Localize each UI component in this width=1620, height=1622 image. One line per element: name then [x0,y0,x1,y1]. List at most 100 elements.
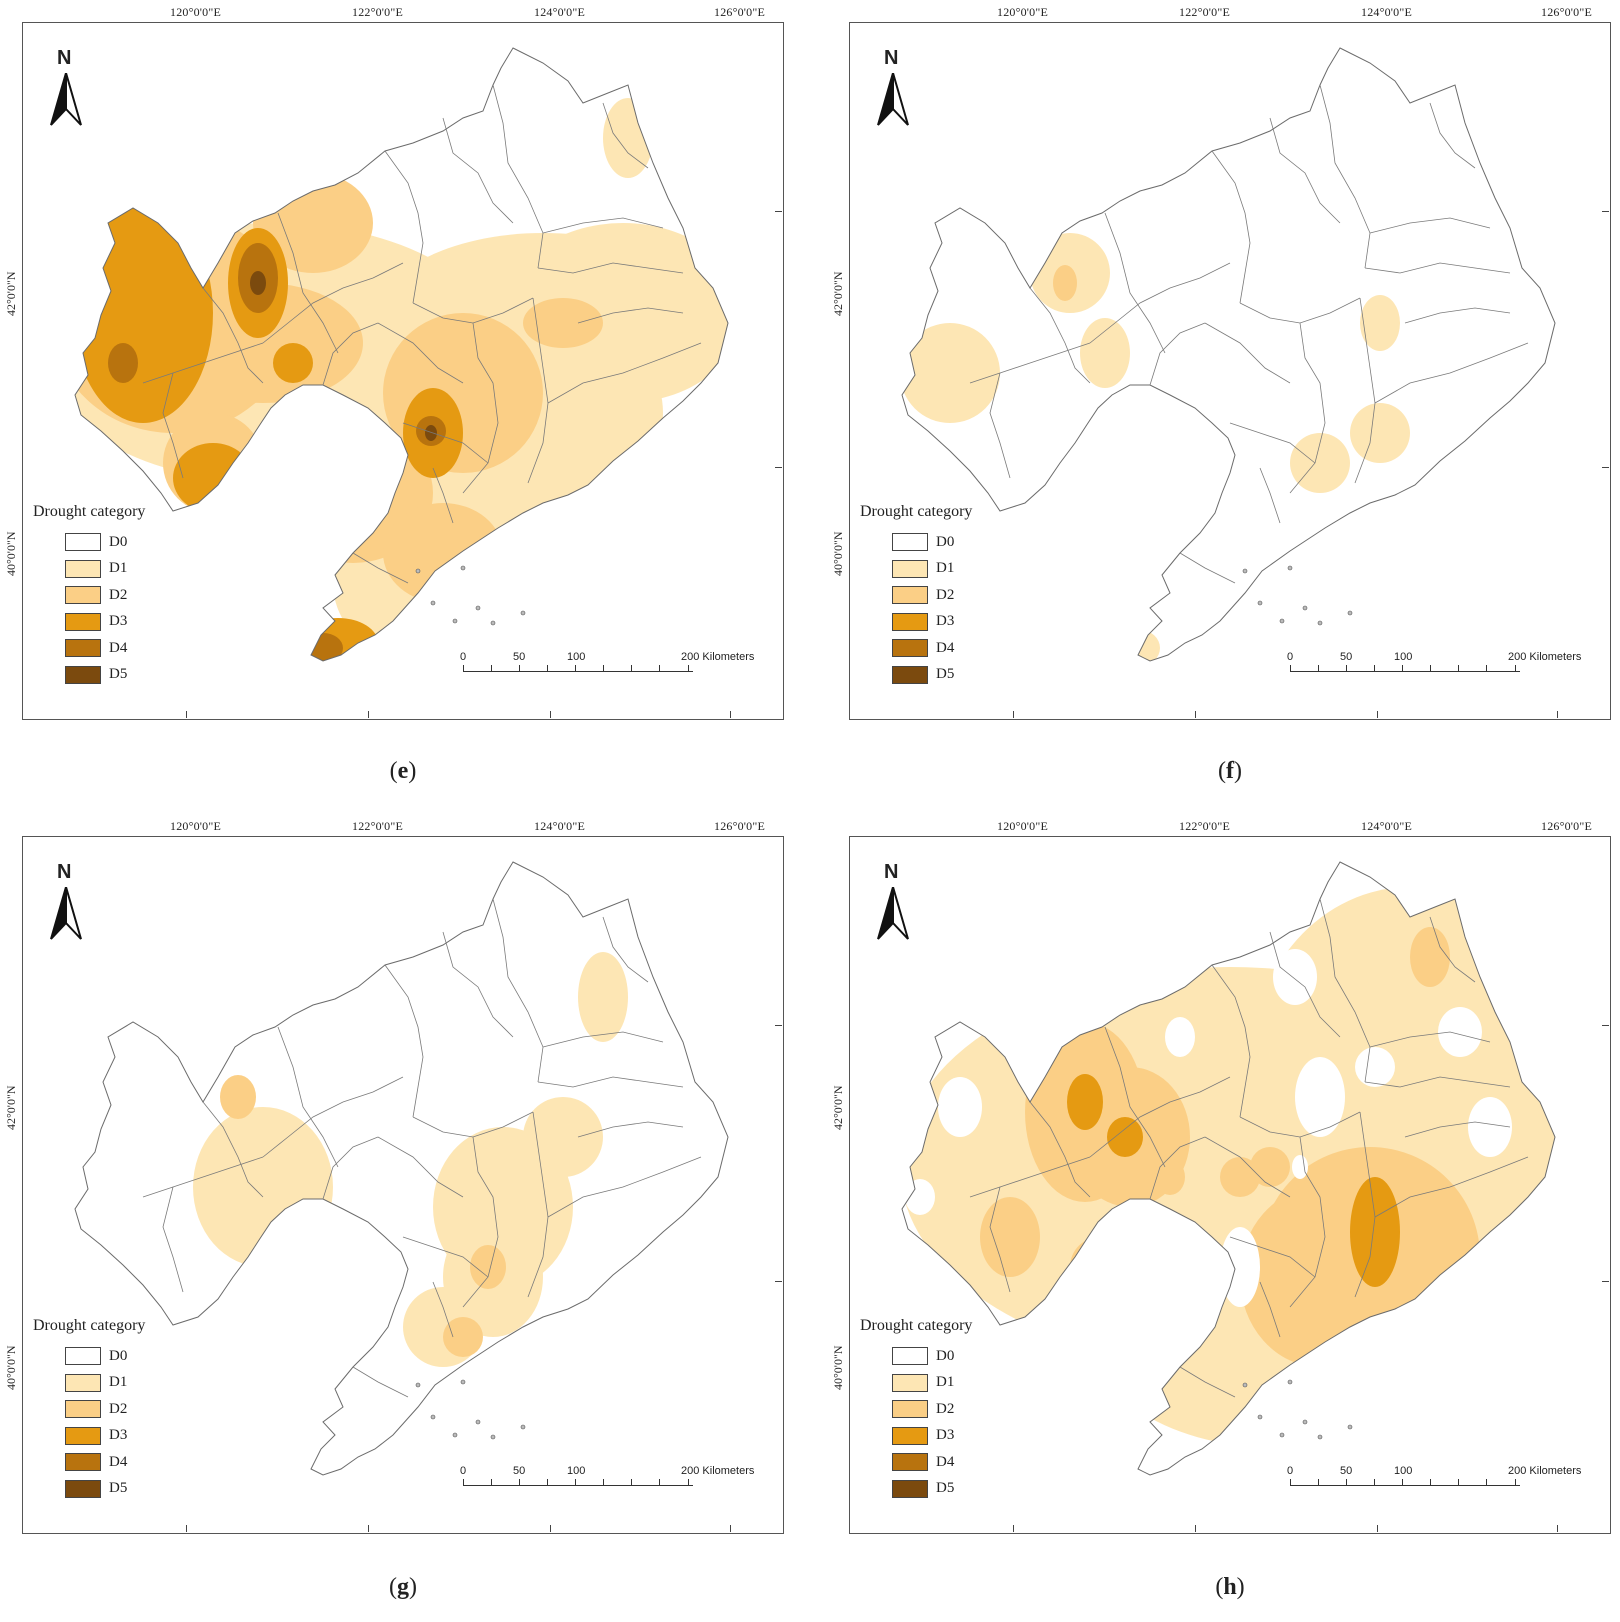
caption-close: ) [1234,758,1242,784]
lon-label-124: 124°0'0"E [534,5,585,19]
scale-tick [603,1479,604,1486]
lon-label-126: 126°0'0"E [714,819,765,833]
legend-item-d5: D5 [860,662,972,689]
drought-map [74,861,729,1476]
frame-tick [368,1525,369,1532]
island [520,610,526,616]
lat-label-40: 40°0'0"N [831,1345,845,1390]
island [1347,1424,1353,1430]
scale-tick [1374,665,1375,672]
panel-caption: (e) [373,758,433,785]
drought-patch-d4 [108,343,138,383]
caption-close: ) [409,1574,417,1600]
province-outline [74,47,729,662]
legend-item-d2: D2 [860,582,972,609]
legend-label: D3 [936,1427,955,1444]
county-boundary [527,297,549,484]
legend-label: D0 [109,1347,128,1364]
scale-label-200: 200 Kilometers [681,651,755,663]
legend-title: Drought category [33,1317,146,1334]
county-boundary [1104,212,1166,354]
map-frame: N Drought category D0 D1 D2 D3 D4 D5 0 50 100… [22,836,784,1534]
county-boundary [1104,1026,1166,1168]
county-boundary [262,1076,404,1158]
drought-patch-d3 [273,343,313,383]
county-boundary [432,467,454,524]
drought-patch-d2 [220,1075,256,1119]
legend-swatch [892,1373,928,1392]
island [430,600,436,606]
panel-caption: (g) [373,1574,433,1601]
drought-patch-d1 [1360,295,1400,351]
legend-swatch [892,1479,928,1498]
legend-swatch [65,1373,101,1392]
legend-swatch [892,665,928,684]
lon-label-120: 120°0'0"E [170,5,221,19]
frame-tick [368,711,369,718]
scale-label-100: 100 [567,1465,586,1477]
legend-item-d1: D1 [860,556,972,583]
lon-label-122: 122°0'0"E [352,819,403,833]
legend-title: Drought category [33,503,146,520]
drought-patch-d2 [443,1317,483,1357]
lon-label-126: 126°0'0"E [1541,819,1592,833]
island [490,620,496,626]
scale-tick [1515,1479,1516,1486]
drought-map [74,47,729,662]
lat-label-42: 42°0'0"N [4,271,18,316]
frame-tick [775,1281,782,1282]
legend-label: D1 [109,560,128,577]
county-boundary [162,1186,184,1293]
scale-tick [519,665,520,672]
legend-swatch [65,612,101,631]
scale-tick [1515,665,1516,672]
scale-tick [491,1479,492,1486]
drought-patch-d1 [902,323,1000,423]
island [1242,1382,1248,1388]
legend-swatch [892,639,928,658]
county-boundary [377,1136,464,1198]
frame-tick [730,711,731,718]
island [415,1382,421,1388]
north-arrow-icon [877,73,909,126]
island [1347,610,1353,616]
frame-tick [1602,1281,1609,1282]
legend-item-d0: D0 [860,529,972,556]
scale-line [1290,1485,1520,1486]
lon-label-124: 124°0'0"E [1361,819,1412,833]
island [1242,568,1248,574]
drought-patch-d2 [470,1245,506,1289]
scale-bar: 0 50 100 200 Kilometers [460,651,783,691]
island [460,1379,466,1385]
county-boundary [1319,84,1371,269]
county-boundary [377,322,464,384]
drought-patch-d0 [1295,1057,1345,1137]
county-boundary [542,217,664,234]
legend-label: D3 [936,613,955,630]
frame-tick [1557,711,1558,718]
legend-swatch [892,533,928,552]
legend-swatch [65,1479,101,1498]
frame-tick [1013,711,1014,718]
county-boundary [547,1156,702,1218]
scale-tick [1430,1479,1431,1486]
scale-line [463,671,693,672]
county-boundary [202,287,264,384]
drought-patch-d1 [1120,630,1160,661]
county-boundary [527,1111,549,1298]
drought-patches [902,887,1555,1447]
island [1302,605,1308,611]
scale-label-100: 100 [1394,1465,1413,1477]
north-arrow: N [49,861,89,951]
county-boundary [1404,307,1511,324]
legend-item-d4: D4 [33,635,145,662]
drought-patch-d0 [1355,1047,1395,1087]
county-boundary [1354,1111,1376,1298]
lon-label-120: 120°0'0"E [997,5,1048,19]
scale-tick [1290,665,1291,672]
county-boundary [462,322,499,494]
scale-label-50: 50 [1340,1465,1353,1477]
lat-label-42: 42°0'0"N [831,1085,845,1130]
county-boundary [262,262,404,344]
county-boundary [1369,217,1491,234]
